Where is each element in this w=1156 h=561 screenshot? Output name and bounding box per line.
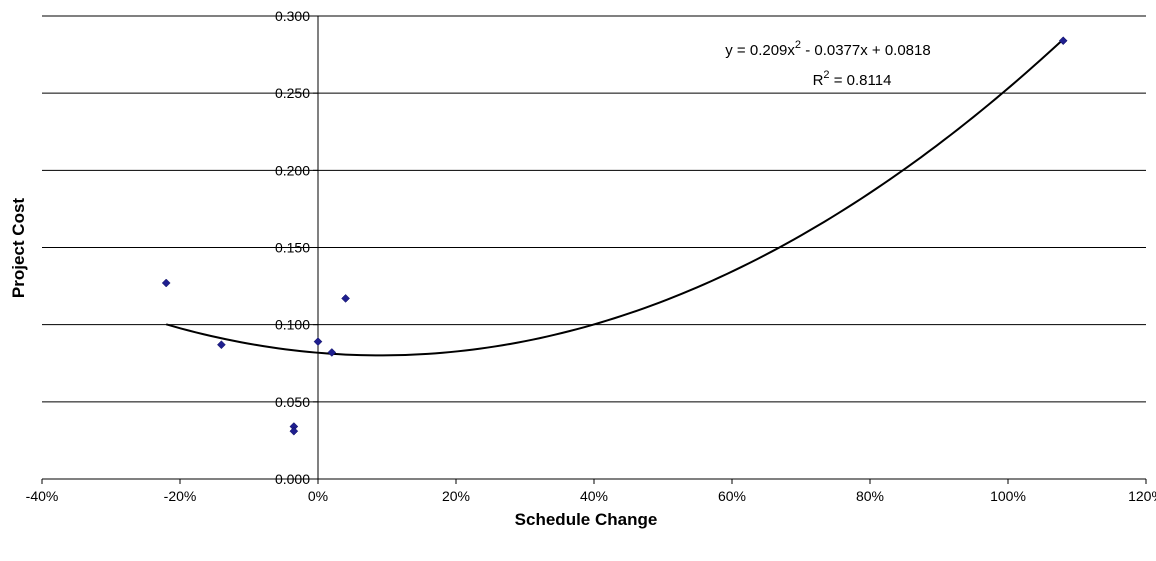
y-tick-label-0: 0.000 (275, 471, 310, 487)
x-tick-label-4: 40% (580, 488, 608, 504)
y-tick-label-3: 0.150 (275, 240, 310, 256)
data-point-1 (217, 340, 226, 350)
x-tick-label-1: -20% (164, 488, 197, 504)
data-point-6 (341, 294, 350, 303)
axes (41, 15, 1147, 484)
trendline (165, 38, 1064, 357)
x-tick-label-8: 120% (1128, 488, 1156, 504)
data-point-0 (161, 278, 171, 288)
data-points (161, 36, 1068, 436)
data-point-4 (313, 337, 323, 346)
y-tick-label-4: 0.200 (275, 162, 310, 178)
x-tick-label-6: 80% (856, 488, 884, 504)
x-tick-label-3: 20% (442, 488, 470, 504)
x-tick-labels: -40% -20% 0% 20% 40% 60% 80% 100% 120% (26, 488, 1156, 504)
x-tick-label-2: 0% (308, 488, 328, 504)
y-tick-label-1: 0.050 (275, 394, 310, 410)
y-tick-label-5: 0.250 (275, 85, 310, 101)
data-point-3 (289, 426, 299, 436)
x-axis-title: Schedule Change (515, 510, 658, 529)
y-axis-title: Project Cost (9, 198, 28, 298)
y-tick-label-6: 0.300 (275, 8, 310, 24)
y-tick-label-2: 0.100 (275, 317, 310, 333)
x-tick-label-7: 100% (990, 488, 1026, 504)
x-tick-label-5: 60% (718, 488, 746, 504)
r-squared: R2 = 0.8114 (813, 69, 892, 89)
x-tick-label-0: -40% (26, 488, 59, 504)
y-tick-labels: 0.000 0.050 0.100 0.150 0.200 0.250 0.300 (275, 8, 310, 487)
data-point-7 (1058, 36, 1068, 46)
data-point-5 (327, 348, 337, 357)
trend-equation: y = 0.209x2 - 0.0377x + 0.0818 (725, 39, 930, 59)
